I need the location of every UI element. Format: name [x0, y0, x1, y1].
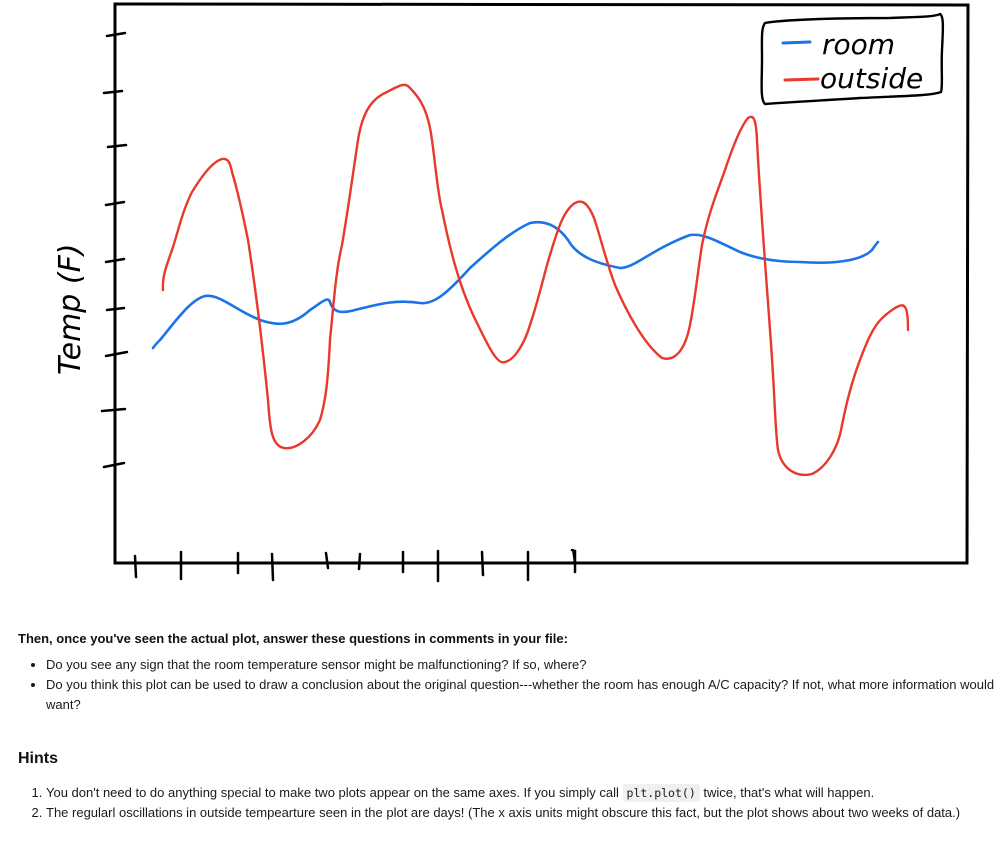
hints-list: You don't need to do anything special to… [0, 783, 997, 823]
legend-room-label: room [822, 28, 895, 61]
hand-drawn-plot-sketch: room outside Temp (F) [53, 2, 970, 583]
instructions-text: Then, once you've seen the actual plot, … [18, 631, 568, 646]
hint-item: The regularl oscillations in outside tem… [46, 803, 997, 823]
hints-heading: Hints [18, 750, 58, 767]
plot-frame [113, 2, 970, 565]
legend-outside-swatch [783, 77, 820, 82]
y-axis-label: Temp (F) [53, 243, 88, 375]
legend-room-swatch [781, 40, 812, 45]
legend: room outside [760, 12, 945, 106]
question-item: Do you think this plot can be used to dr… [46, 675, 997, 715]
inline-code: plt.plot() [622, 784, 700, 802]
questions-list: Do you see any sign that the room temper… [0, 655, 997, 715]
hint-text: You don't need to do anything special to… [46, 785, 623, 800]
question-item: Do you see any sign that the room temper… [46, 655, 997, 675]
x-axis-ticks [133, 548, 577, 583]
legend-outside-label: outside [820, 62, 923, 95]
y-axis-ticks [100, 31, 129, 469]
hint-text: twice, that's what will happen. [699, 785, 875, 800]
hint-item: You don't need to do anything special to… [46, 783, 997, 803]
outside-series-line [161, 83, 910, 477]
room-series-line [151, 220, 880, 350]
